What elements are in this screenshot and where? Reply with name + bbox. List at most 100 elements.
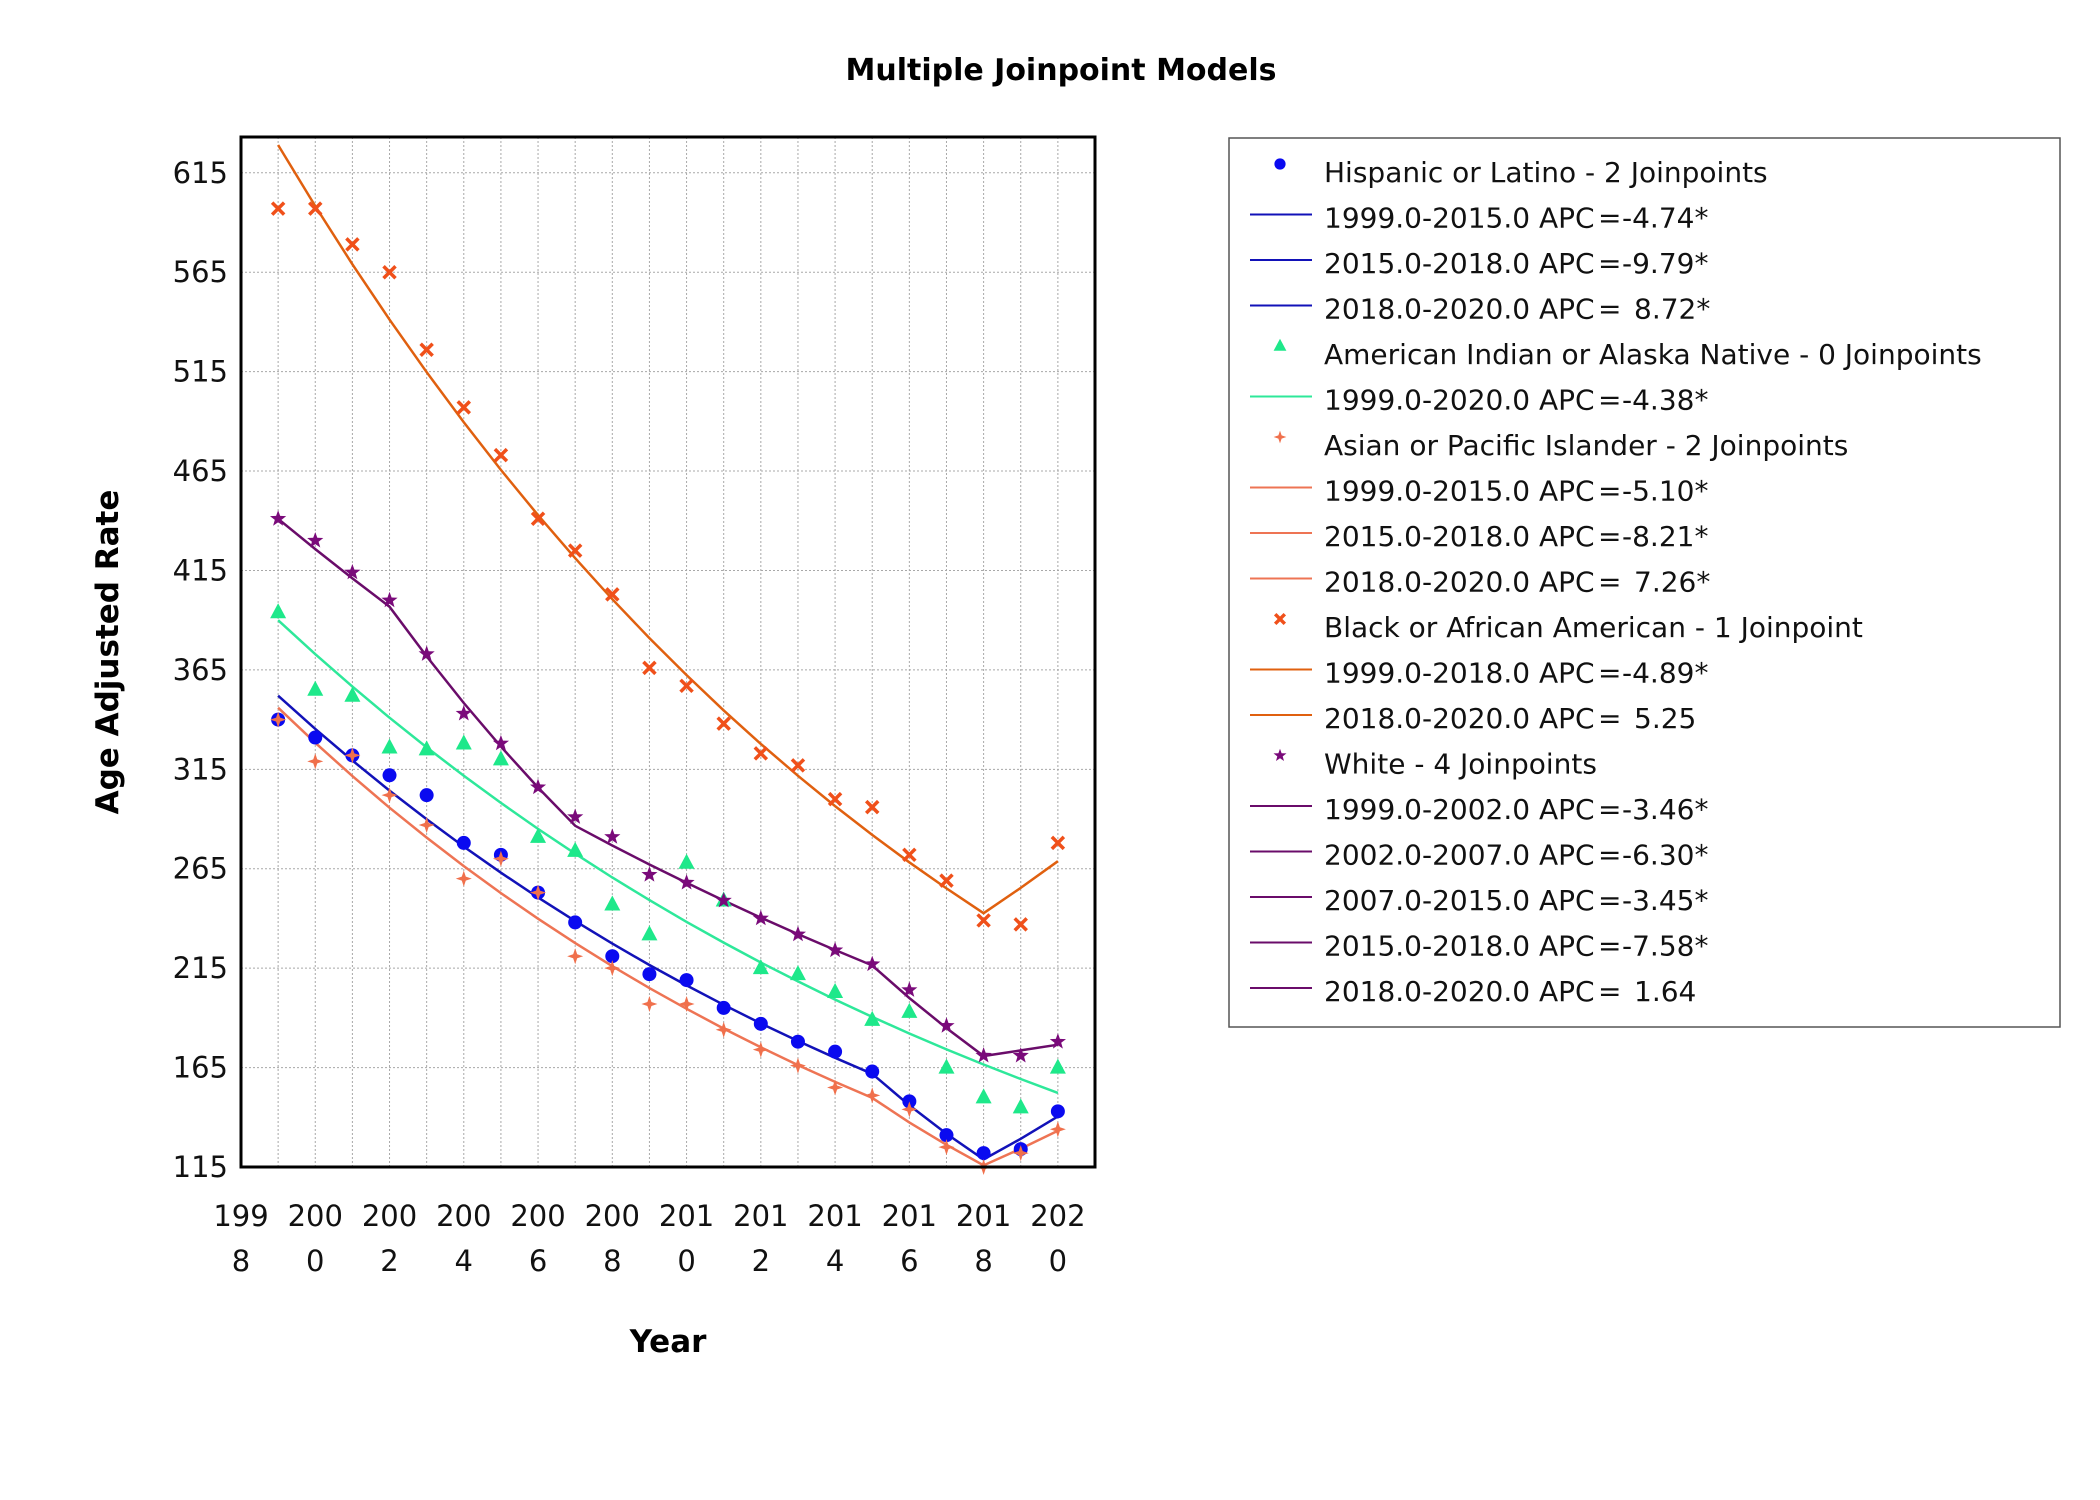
triangle-marker [641, 925, 658, 941]
circle-marker [456, 835, 471, 850]
sparkle-marker [455, 870, 472, 887]
y-tick-label: 265 [173, 852, 228, 886]
series-points [270, 510, 1066, 1063]
triangle-marker [827, 983, 844, 999]
series-points [270, 201, 1066, 932]
star-marker [307, 532, 324, 548]
sparkle-marker [678, 995, 695, 1012]
x-tick-label: 199 8 [213, 1199, 268, 1278]
sparkle-marker [938, 1139, 955, 1156]
star-marker [678, 874, 695, 890]
x-tick-label: 201 0 [659, 1199, 714, 1278]
triangle-marker [975, 1088, 992, 1104]
sparkle-marker [567, 948, 584, 965]
triangle-marker [752, 959, 769, 975]
x-marker [1050, 835, 1066, 851]
x-marker-stroke [864, 799, 880, 815]
legend-segment-label: 1999.0-2015.0 APC [1324, 475, 1595, 508]
triangle-marker [381, 738, 398, 754]
triangle-marker [567, 841, 584, 857]
x-tick-label: 201 2 [733, 1199, 788, 1278]
x-marker-stroke [976, 913, 991, 928]
sparkle-marker [864, 1087, 881, 1104]
x-marker [345, 237, 360, 252]
circle-marker [939, 1128, 954, 1143]
legend-frame [1228, 137, 2061, 1028]
sparkle-marker [381, 787, 398, 804]
x-marker [753, 746, 769, 761]
triangle-marker [344, 686, 361, 702]
legend-apc-value: -3.46* [1622, 793, 1708, 826]
sparkle-marker [604, 960, 621, 977]
star-marker [418, 645, 435, 661]
fit-line [277, 619, 1059, 1095]
x-tick-label: 201 4 [807, 1199, 862, 1278]
x-marker-stroke [382, 264, 397, 280]
triangle-marker [492, 750, 509, 766]
x-marker [790, 758, 806, 773]
legend-apc-value: -4.74* [1622, 202, 1708, 235]
series-points [270, 603, 1066, 1114]
sparkle-marker [530, 884, 547, 901]
legend-equals: = [1598, 793, 1621, 826]
x-marker [308, 201, 323, 216]
legend-equals: = [1598, 657, 1621, 690]
legend-segment-label: 2018.0-2020.0 APC [1324, 975, 1595, 1008]
x-tick-label: 200 2 [362, 1199, 417, 1278]
y-tick-label: 165 [173, 1051, 228, 1085]
x-tick-labels: 199 8 200 0 200 2 200 4 200 6 200 8 201 0 201 2 201 4 201 6… [213, 1199, 1085, 1278]
sparkle-marker [901, 1101, 918, 1118]
legend-equals: = [1598, 520, 1621, 553]
x-marker [605, 587, 620, 602]
x-marker [864, 799, 880, 815]
x-marker-stroke [605, 587, 620, 602]
sparkle-marker [344, 747, 361, 764]
x-marker [679, 678, 694, 694]
star-marker [530, 778, 547, 795]
legend-apc-value: -4.38* [1622, 384, 1708, 417]
triangle-marker [789, 965, 806, 981]
star-marker [789, 925, 806, 942]
plot-frame [239, 135, 1097, 1169]
x-marker-stroke [902, 847, 917, 863]
x-marker-stroke [419, 342, 434, 357]
x-marker-stroke [345, 237, 360, 252]
circle-marker [679, 973, 694, 988]
grid [241, 137, 1095, 1167]
legend-equals: = [1598, 975, 1621, 1008]
sparkle-marker [827, 1079, 844, 1096]
legend-segment-label: 1999.0-2018.0 APC [1324, 657, 1595, 690]
star-marker [752, 909, 769, 926]
x-marker-stroke [530, 511, 546, 527]
legend-series-label: American Indian or Alaska Native - 0 Joi… [1324, 338, 1982, 371]
x-marker [716, 716, 731, 731]
sparkle-marker [641, 995, 658, 1012]
x-marker [1273, 612, 1287, 626]
x-marker-stroke [493, 447, 509, 463]
sparkle-marker [1049, 1121, 1066, 1138]
star-marker [938, 1017, 955, 1033]
x-marker [270, 201, 286, 216]
legend-equals: = [1598, 293, 1621, 326]
star-marker [567, 808, 584, 824]
legend-apc-value: 8.72* [1634, 293, 1710, 326]
legend-apc-value: -5.10* [1622, 475, 1708, 508]
x-marker [382, 264, 397, 280]
fit-lines [277, 144, 1059, 1167]
triangle-marker [418, 740, 435, 756]
legend-equals: = [1598, 839, 1621, 872]
y-tick-label: 215 [173, 951, 228, 985]
triangle-marker [1049, 1058, 1066, 1074]
triangle-marker [307, 680, 324, 696]
data-points [270, 201, 1066, 1175]
legend-segment-label: 1999.0-2002.0 APC [1324, 793, 1595, 826]
x-marker-stroke [716, 716, 731, 731]
y-tick-label: 415 [173, 553, 228, 587]
legend-equals: = [1598, 384, 1621, 417]
x-marker [493, 447, 509, 463]
legend-segment-label: 2015.0-2018.0 APC [1324, 930, 1595, 963]
x-marker [1013, 917, 1028, 932]
sparkle-marker [307, 753, 324, 770]
legend-equals: = [1598, 247, 1621, 280]
triangle-marker [604, 895, 621, 911]
